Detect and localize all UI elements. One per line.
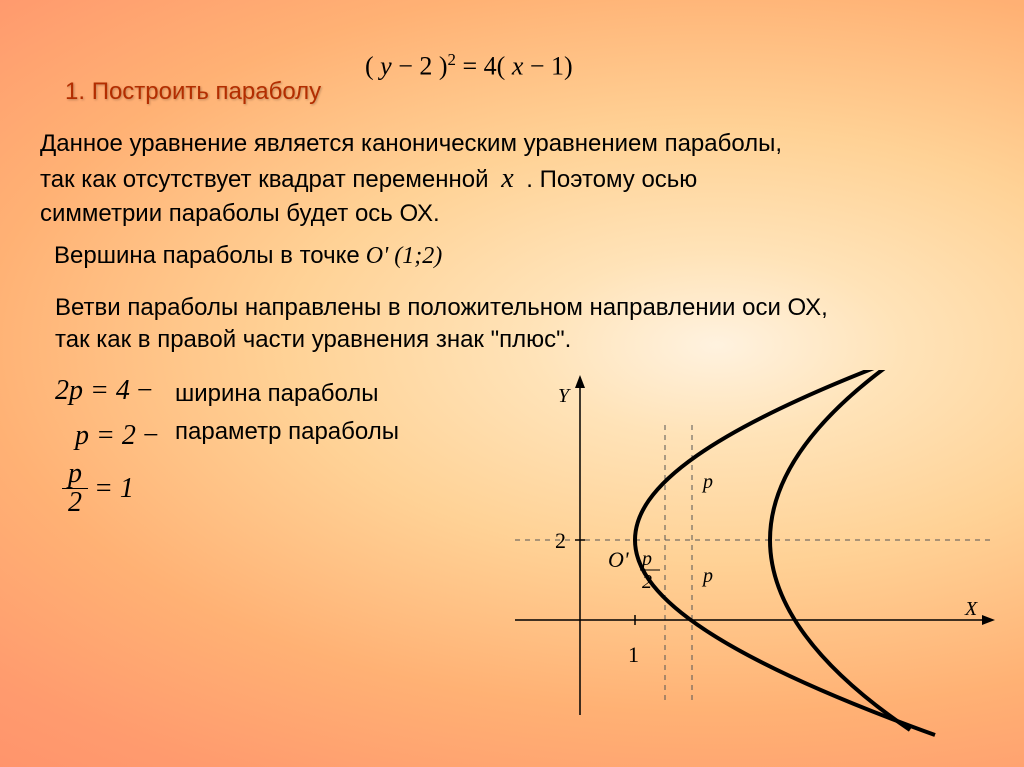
label-parameter: параметр параболы — [175, 418, 399, 446]
y-axis-arrow — [575, 375, 585, 388]
y-tick-label: 2 — [555, 528, 566, 553]
equation-p: p = 2 − — [75, 420, 159, 452]
paragraph-1: Данное уравнение является каноническим у… — [40, 128, 980, 231]
title-prefix: 1. — [65, 78, 92, 105]
p1-line2b: . Поэтому осью — [526, 166, 697, 193]
equation-2p: 2p = 4 − — [55, 375, 153, 407]
p-over-2-label: p 2 — [640, 548, 660, 593]
title-text: Построить параболу — [92, 78, 321, 105]
origin-prime-label: O' — [608, 547, 629, 572]
label-width: ширина параболы — [175, 380, 379, 408]
parabola-diagram: Y X 2 1 O' p p p 2 — [500, 370, 1000, 750]
frac-num: p — [62, 460, 88, 488]
p-label-lower: p — [701, 565, 713, 587]
p2-num: p — [640, 548, 652, 570]
p1-line1: Данное уравнение является каноническим у… — [40, 130, 782, 157]
frac-den: 2 — [62, 488, 88, 517]
p3-line1: Ветви параболы направлены в положительно… — [55, 294, 828, 321]
p2-den: 2 — [642, 571, 652, 593]
x-axis-label: X — [964, 598, 978, 620]
vertex-point: O' (1;2) — [366, 243, 442, 270]
y-axis-label: Y — [558, 385, 571, 407]
equation-p-over-2: p 2 = 1 — [62, 460, 134, 517]
p1-line2a: так как отсутствует квадрат переменной — [40, 166, 495, 193]
parabola-curve-main — [635, 370, 935, 735]
p3-line2: так как в правой части уравнения знак "п… — [55, 326, 571, 353]
paragraph-2: Вершина параболы в точке O' (1;2) — [54, 242, 442, 270]
frac-rhs: = 1 — [94, 473, 134, 505]
main-equation: ( y − 2 )2 = 4( x − 1) — [365, 50, 573, 82]
x-axis-arrow — [982, 615, 995, 625]
problem-title: 1. Построить параболу — [65, 78, 321, 106]
p1-line3: симметрии параболы будет ось ОХ. — [40, 200, 440, 227]
variable-x: x — [495, 160, 519, 198]
p2-text: Вершина параболы в точке — [54, 242, 360, 270]
paragraph-3: Ветви параболы направлены в положительно… — [55, 292, 985, 357]
p-label-upper: p — [701, 471, 713, 493]
x-tick-label: 1 — [628, 642, 639, 667]
